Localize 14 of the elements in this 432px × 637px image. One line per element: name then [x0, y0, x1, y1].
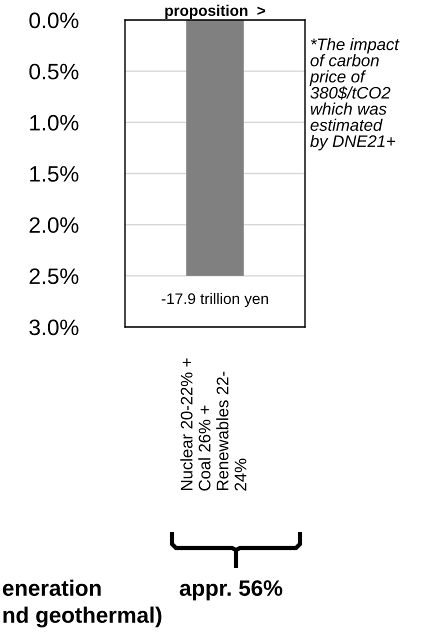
annotation: -17.9 trillion yen	[162, 292, 268, 308]
text: eneration	[2, 580, 101, 596]
text: *The impact of carbon price of 380$/tCO2 which was estimated by DNE21+	[310, 38, 400, 150]
y-tick-label: 3.0%	[29, 320, 78, 336]
y-tick-label: 2.5%	[30, 268, 78, 284]
text: appr. 56%	[180, 580, 282, 600]
x-tick-label: Nuclear 20-22% + Coal 26% + Renewables 22- 24%	[180, 358, 246, 491]
y-tick-label: 2.0%	[30, 217, 78, 233]
chart-title: proposition >	[165, 4, 266, 19]
y-tick-label: 0.0%	[29, 12, 78, 28]
y-tick-label: 0.5%	[29, 64, 78, 80]
text: nd geothermal)	[3, 606, 162, 628]
y-tick-label: 1.0%	[30, 114, 78, 131]
y-tick-label: 1.5%	[30, 166, 78, 182]
